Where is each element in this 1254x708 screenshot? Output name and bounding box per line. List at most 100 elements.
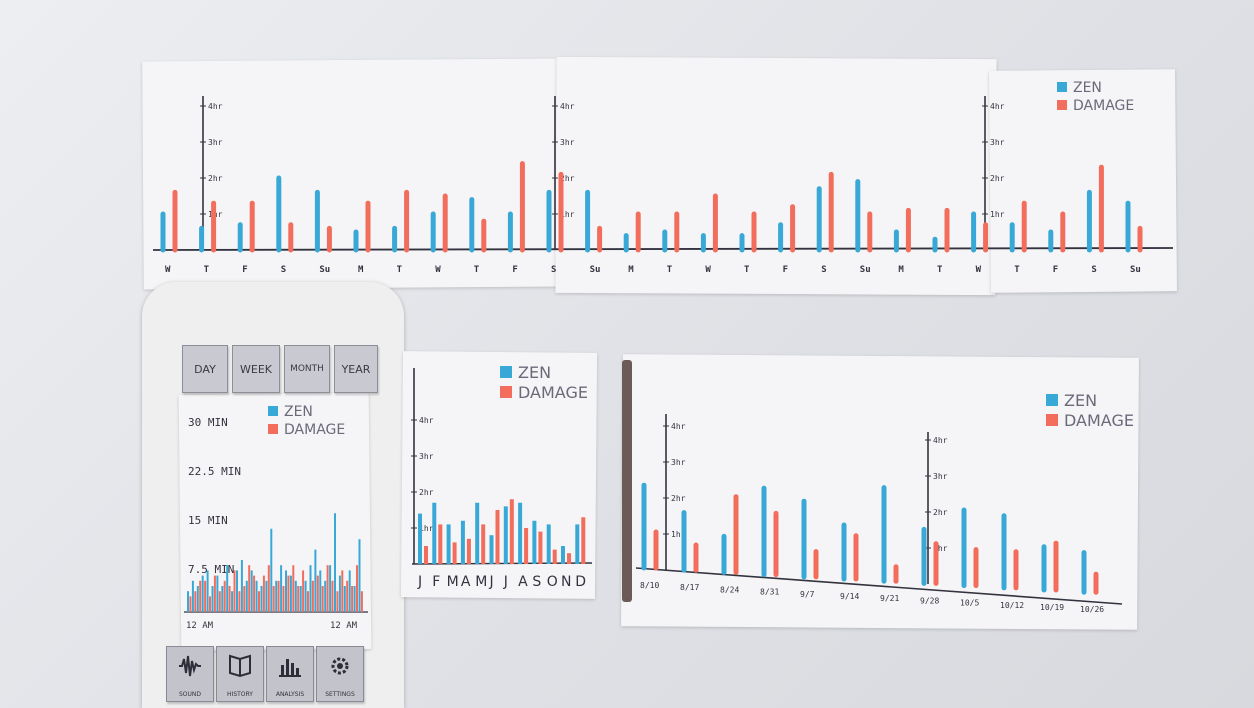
nav-sound[interactable]: SOUND xyxy=(166,646,214,702)
nav-history[interactable]: HISTORY xyxy=(216,646,264,702)
week-x-tick-label: S xyxy=(551,265,556,275)
month-x-tick-label: 9/28 xyxy=(920,596,939,605)
day-x-tick-label-end: 12 AM xyxy=(330,621,358,631)
week-legend-damage-swatch xyxy=(1057,100,1067,110)
month-x-tick-label: 8/17 xyxy=(680,583,699,592)
gear-icon xyxy=(331,657,349,675)
week-x-tick-label: F xyxy=(1053,265,1058,275)
year-x-tick-label: O xyxy=(547,574,558,590)
year-x-tick-label: J xyxy=(489,574,494,590)
month-y-axis-1-y-tick-label: 3hr xyxy=(671,458,686,467)
month-chart: 4hr 3hr 2hr 1hr 4hr 3hr 2hr 1hr 8/10 8/17 8/24 8/31… xyxy=(635,391,1134,614)
week-x-tick-label: M xyxy=(358,265,364,275)
month-y-axis-2-y-tick-label: 4hr xyxy=(933,436,948,445)
day-y-tick-label: 30 MIN xyxy=(188,416,228,429)
week-x-tick-label: T xyxy=(744,265,750,275)
week-y-axis-1-y-tick-label: 4hr xyxy=(208,102,223,111)
month-legend-zen-swatch xyxy=(1046,394,1058,406)
week-x-tick-label: F xyxy=(512,265,517,275)
year-legend-damage-swatch xyxy=(500,386,512,398)
week-x-tick-label: M xyxy=(628,265,634,275)
year-x-tick-label: M xyxy=(475,574,487,590)
week-y-axis-3-y-tick-label: 2hr xyxy=(990,174,1005,183)
soundwave-icon xyxy=(179,655,201,677)
week-x-tick-label: F xyxy=(242,265,247,275)
book-icon xyxy=(229,654,251,678)
day-y-tick-label: 15 MIN xyxy=(188,514,228,527)
tab-week[interactable]: WEEK xyxy=(232,345,280,393)
week-x-tick-label: S xyxy=(1091,265,1096,275)
month-x-tick-label: 10/19 xyxy=(1040,603,1064,612)
week-x-tick-label: S xyxy=(821,265,826,275)
day-y-tick-label: 7.5 MIN xyxy=(188,563,234,576)
day-chart: 30 MIN 22.5 MIN 15 MIN 7.5 MIN 12 AM 12 AM ZEN… xyxy=(184,404,368,631)
month-x-tick-label: 8/24 xyxy=(720,585,739,594)
nav-history-label: HISTORY xyxy=(227,691,253,698)
time-range-tabs: DAY WEEK MONTH YEAR xyxy=(182,345,378,395)
paper-shadow xyxy=(622,360,632,602)
week-y-axis-2-y-tick-label: 3hr xyxy=(560,138,575,147)
year-x-tick-label: M xyxy=(447,574,459,590)
week-x-tick-label: W xyxy=(976,265,982,275)
week-x-tick-label: S xyxy=(281,265,286,275)
month-x-axis xyxy=(635,567,1123,605)
week-y-axis-3-y-tick-label: 3hr xyxy=(990,138,1005,147)
day-legend-zen-label: ZEN xyxy=(284,404,313,420)
month-y-axis-2-y-tick-label: 3hr xyxy=(933,472,948,481)
week-x-tick-label: Su xyxy=(860,265,871,275)
week-x-tick-label: W xyxy=(435,265,441,275)
year-x-tick-label: A xyxy=(461,574,471,590)
week-x-tick-label: Su xyxy=(1130,265,1141,275)
month-y-axis-2-y-tick-label: 1hr xyxy=(933,544,948,553)
week-x-tick-label: T xyxy=(667,265,673,275)
week-x-tick-label: W xyxy=(165,265,171,275)
week-x-tick-label: T xyxy=(397,265,403,275)
day-legend-damage-label: DAMAGE xyxy=(284,422,345,438)
year-x-tick-label: S xyxy=(532,574,541,590)
year-y-tick-label: 1hr xyxy=(419,524,434,533)
day-x-tick-label-start: 12 AM xyxy=(186,621,214,631)
week-x-tick-label: Su xyxy=(319,265,330,275)
day-legend-damage-swatch xyxy=(268,424,278,434)
month-legend-damage-swatch xyxy=(1046,414,1058,426)
nav-analysis-label: ANALYSIS xyxy=(275,691,305,698)
month-x-tick-label: 9/14 xyxy=(840,592,859,601)
bottom-nav: SOUND HISTORY ANALYSIS SETTINGS xyxy=(166,646,364,704)
year-legend-zen-swatch xyxy=(500,366,512,378)
week-legend-damage-label: DAMAGE xyxy=(1073,98,1134,114)
month-legend-zen-label: ZEN xyxy=(1064,391,1097,410)
week-y-axis-1-y-tick-label: 3hr xyxy=(208,138,223,147)
month-x-tick-label: 10/5 xyxy=(960,599,979,608)
nav-analysis[interactable]: ANALYSIS xyxy=(266,646,314,702)
month-y-axis-1-y-tick-label: 1hr xyxy=(671,530,686,539)
day-y-tick-label: 22.5 MIN xyxy=(188,465,241,478)
tab-month[interactable]: MONTH xyxy=(284,345,330,393)
week-x-tick-label: M xyxy=(898,265,904,275)
year-x-tick-label: J xyxy=(417,574,422,590)
year-legend-damage-label: DAMAGE xyxy=(518,383,588,402)
month-y-axis-1-y-tick-label: 4hr xyxy=(671,422,686,431)
week-x-tick-label: F xyxy=(783,265,788,275)
month-legend-damage-label: DAMAGE xyxy=(1064,411,1134,430)
year-legend-zen-label: ZEN xyxy=(518,363,551,382)
nav-settings-label: SETTINGS xyxy=(325,691,355,698)
nav-settings[interactable]: SETTINGS xyxy=(316,646,364,702)
tab-day[interactable]: DAY xyxy=(182,345,228,393)
nav-sound-label: SOUND xyxy=(178,691,202,698)
week-x-tick-label: T xyxy=(204,265,210,275)
week-y-axis-3-y-tick-label: 4hr xyxy=(990,102,1005,111)
month-y-axis-1-y-tick-label: 2hr xyxy=(671,494,686,503)
week-y-axis-2-y-tick-label: 1hr xyxy=(560,210,575,219)
bar-chart-icon xyxy=(279,659,301,677)
month-x-tick-label: 8/10 xyxy=(640,581,659,590)
year-x-tick-label: N xyxy=(561,574,571,590)
week-y-axis-3-y-tick-label: 1hr xyxy=(990,210,1005,219)
year-y-tick-label: 3hr xyxy=(419,452,434,461)
day-legend-zen-swatch xyxy=(268,406,278,416)
week-x-tick-label: T xyxy=(1014,265,1020,275)
week-y-axis-1-y-tick-label: 2hr xyxy=(208,174,223,183)
week-y-axis-2-y-tick-label: 4hr xyxy=(560,102,575,111)
tab-year[interactable]: YEAR xyxy=(334,345,378,393)
year-y-tick-label: 4hr xyxy=(419,416,434,425)
